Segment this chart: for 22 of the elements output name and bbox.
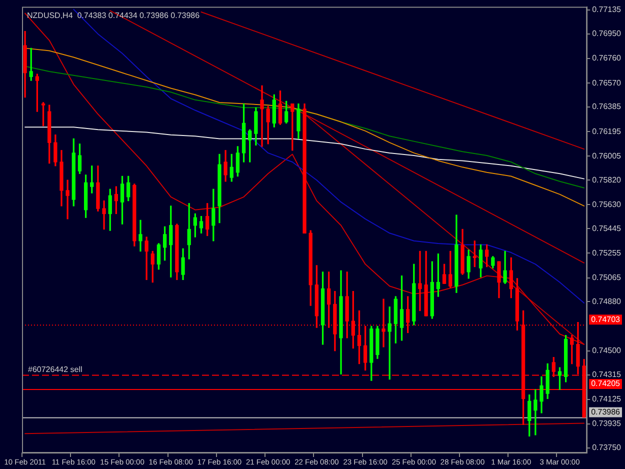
y-tick-label: 0.74880 <box>592 296 622 306</box>
y-tick-label: 0.74500 <box>592 346 622 356</box>
y-tick-label: 0.76760 <box>592 54 622 63</box>
y-tick-label: 0.75820 <box>592 175 622 184</box>
y-tick-label: 0.75445 <box>592 224 622 233</box>
y-tick-label: 0.75255 <box>592 248 622 258</box>
y-tick-label: 0.76570 <box>592 78 622 88</box>
y-tick-label: 0.76950 <box>592 29 622 38</box>
y-tick-label: 0.77135 <box>592 5 622 14</box>
y-tick-label: 0.74125 <box>592 394 622 404</box>
y-tick-label: 0.76005 <box>592 151 622 160</box>
y-tick-label: 0.76195 <box>592 126 622 136</box>
annotation: #60726442 sell <box>28 364 82 374</box>
y-tick-label: 0.75630 <box>592 200 622 209</box>
y-tick-label: 0.73935 <box>592 419 622 428</box>
y-tick-label: 0.74315 <box>592 370 622 379</box>
y-tick-label: 0.73750 <box>592 443 622 452</box>
ref-line-label: 0.74703 <box>591 314 621 324</box>
ref-line-label: 0.74205 <box>591 379 621 388</box>
ref-line-label: 0.73986 <box>591 408 621 417</box>
y-tick-label: 0.76385 <box>592 102 622 112</box>
y-tick-label: 0.75065 <box>592 272 622 282</box>
